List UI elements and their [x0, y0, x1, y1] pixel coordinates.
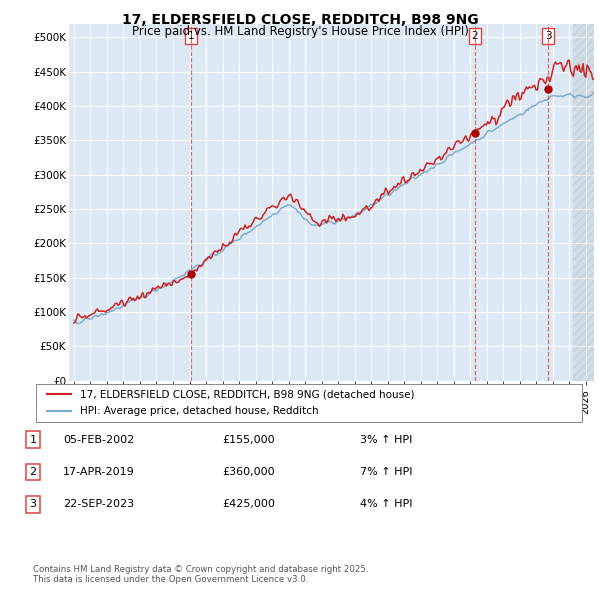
Text: 22-SEP-2023: 22-SEP-2023 — [63, 500, 134, 509]
Text: 2: 2 — [29, 467, 37, 477]
Text: 1: 1 — [188, 31, 194, 41]
Text: Price paid vs. HM Land Registry's House Price Index (HPI): Price paid vs. HM Land Registry's House … — [131, 25, 469, 38]
Text: 3% ↑ HPI: 3% ↑ HPI — [360, 435, 412, 444]
Text: HPI: Average price, detached house, Redditch: HPI: Average price, detached house, Redd… — [80, 406, 319, 416]
Text: 17, ELDERSFIELD CLOSE, REDDITCH, B98 9NG: 17, ELDERSFIELD CLOSE, REDDITCH, B98 9NG — [122, 13, 478, 27]
Text: 7% ↑ HPI: 7% ↑ HPI — [360, 467, 413, 477]
Text: Contains HM Land Registry data © Crown copyright and database right 2025.
This d: Contains HM Land Registry data © Crown c… — [33, 565, 368, 584]
Text: 3: 3 — [29, 500, 37, 509]
Text: £360,000: £360,000 — [222, 467, 275, 477]
Text: 17, ELDERSFIELD CLOSE, REDDITCH, B98 9NG (detached house): 17, ELDERSFIELD CLOSE, REDDITCH, B98 9NG… — [80, 389, 414, 399]
Text: 4% ↑ HPI: 4% ↑ HPI — [360, 500, 413, 509]
Text: 05-FEB-2002: 05-FEB-2002 — [63, 435, 134, 444]
Text: 1: 1 — [29, 435, 37, 444]
Bar — [572, 24, 600, 381]
Text: 3: 3 — [545, 31, 551, 41]
Text: 17-APR-2019: 17-APR-2019 — [63, 467, 135, 477]
Text: £425,000: £425,000 — [222, 500, 275, 509]
Text: 2: 2 — [472, 31, 478, 41]
Text: £155,000: £155,000 — [222, 435, 275, 444]
